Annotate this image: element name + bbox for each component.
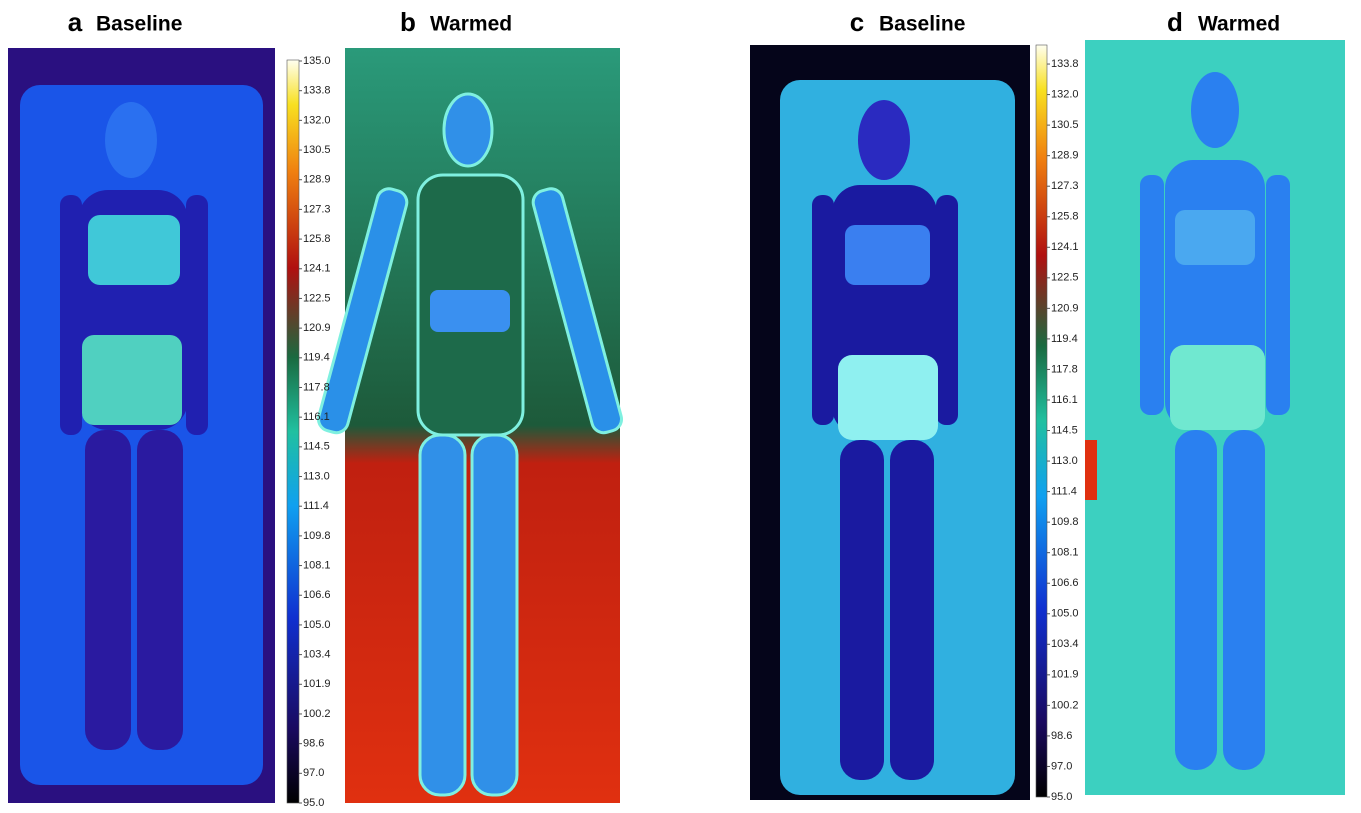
tick-label: 124.1 — [1051, 241, 1079, 253]
tick-label: 122.5 — [303, 292, 331, 304]
tick-label: 122.5 — [1051, 272, 1079, 284]
tick-label: 95.0 — [1051, 791, 1072, 803]
tick-label: 113.0 — [1051, 455, 1078, 467]
colorbar — [1036, 45, 1047, 797]
tick-label: 133.8 — [303, 85, 331, 97]
tick-label: 100.2 — [1051, 699, 1079, 711]
panel-title: Baseline — [879, 13, 965, 36]
tick-label: 135.0 — [303, 55, 331, 67]
tick-label: 132.0 — [303, 114, 331, 126]
tick-label: 119.4 — [1051, 333, 1078, 345]
panel-letter: a — [68, 7, 83, 37]
tick-label: 111.4 — [303, 500, 329, 512]
panel-title: Warmed — [1198, 13, 1280, 36]
tick-label: 114.5 — [303, 441, 330, 453]
tick-label: 132.0 — [1051, 88, 1079, 100]
tick-label: 116.1 — [303, 411, 330, 423]
tick-label: 114.5 — [1051, 424, 1078, 436]
tick-label: 106.6 — [1051, 577, 1079, 589]
tick-label: 108.1 — [1051, 547, 1079, 559]
tick-label: 125.8 — [303, 233, 331, 245]
tick-label: 98.6 — [303, 738, 324, 750]
tick-label: 113.0 — [303, 470, 330, 482]
tick-label: 95.0 — [303, 797, 324, 808]
tick-label: 117.8 — [1051, 363, 1078, 375]
tick-label: 125.8 — [1051, 211, 1079, 223]
tick-label: 127.3 — [303, 203, 331, 215]
tick-label: 98.6 — [1051, 730, 1072, 742]
tick-label: 97.0 — [1051, 760, 1072, 772]
tick-label: 109.8 — [303, 530, 331, 542]
tick-label: 120.9 — [303, 322, 331, 334]
tick-label: 133.8 — [1051, 58, 1079, 70]
tick-label: 111.4 — [1051, 486, 1077, 498]
thermal-image — [1085, 40, 1345, 795]
tick-label: 130.5 — [1051, 119, 1079, 131]
tick-label: 135.0 — [1051, 27, 1079, 39]
tick-label: 128.9 — [303, 174, 331, 186]
colorbar-ticks: 135.0 133.8 132.0 130.5 128.9 127.3 125.8 124.1… — [1047, 27, 1079, 803]
tick-label: 106.6 — [303, 589, 331, 601]
panel-title: Warmed — [430, 13, 512, 36]
thermal-image — [316, 48, 624, 803]
tick-label: 100.2 — [303, 708, 331, 720]
tick-label: 103.4 — [303, 649, 331, 661]
tick-label: 130.5 — [303, 144, 331, 156]
tick-label: 109.8 — [1051, 516, 1079, 528]
tick-label: 103.4 — [1051, 638, 1079, 650]
tick-label: 97.0 — [303, 767, 324, 779]
colorbar — [287, 60, 299, 803]
thermal-image — [750, 45, 1030, 800]
figure: 135.0 133.8 132.0 130.5 128.9 127.3 125.8 124.1… — [0, 0, 1361, 808]
thermal-image — [8, 48, 275, 803]
tick-label: 105.0 — [1051, 608, 1079, 620]
panel-title: Baseline — [96, 13, 182, 36]
tick-label: 120.9 — [1051, 302, 1079, 314]
panel-letter: d — [1167, 7, 1183, 37]
tick-label: 127.3 — [1051, 180, 1079, 192]
tick-label: 124.1 — [303, 263, 331, 275]
tick-label: 105.0 — [303, 619, 331, 631]
tick-label: 128.9 — [1051, 150, 1079, 162]
tick-label: 117.8 — [303, 381, 330, 393]
tick-label: 101.9 — [1051, 669, 1079, 681]
tick-label: 108.1 — [303, 559, 331, 571]
panel-letter: b — [400, 7, 416, 37]
tick-label: 116.1 — [1051, 394, 1078, 406]
tick-label: 101.9 — [303, 678, 331, 690]
panel-letter: c — [850, 7, 864, 37]
tick-label: 119.4 — [303, 352, 330, 364]
